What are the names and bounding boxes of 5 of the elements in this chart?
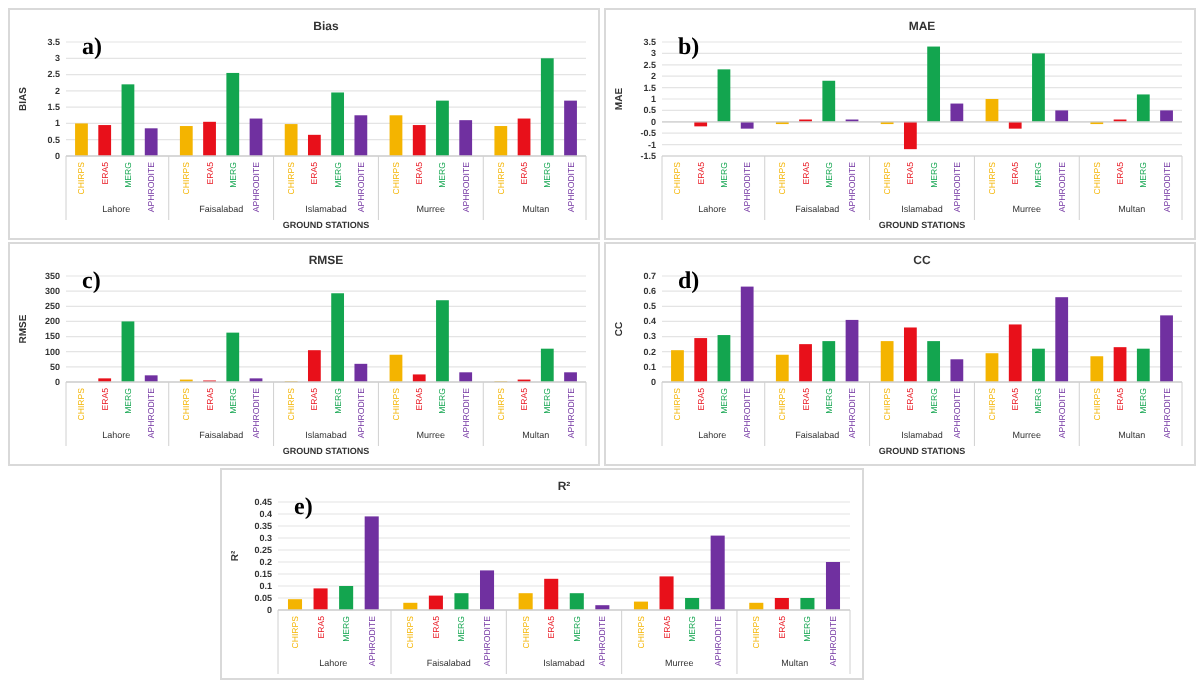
annotation: a) — [82, 32, 102, 60]
annotation: b) — [678, 32, 700, 60]
annotation: e) — [294, 492, 313, 520]
annotation: c) — [82, 266, 101, 294]
annotation: d) — [678, 266, 700, 294]
